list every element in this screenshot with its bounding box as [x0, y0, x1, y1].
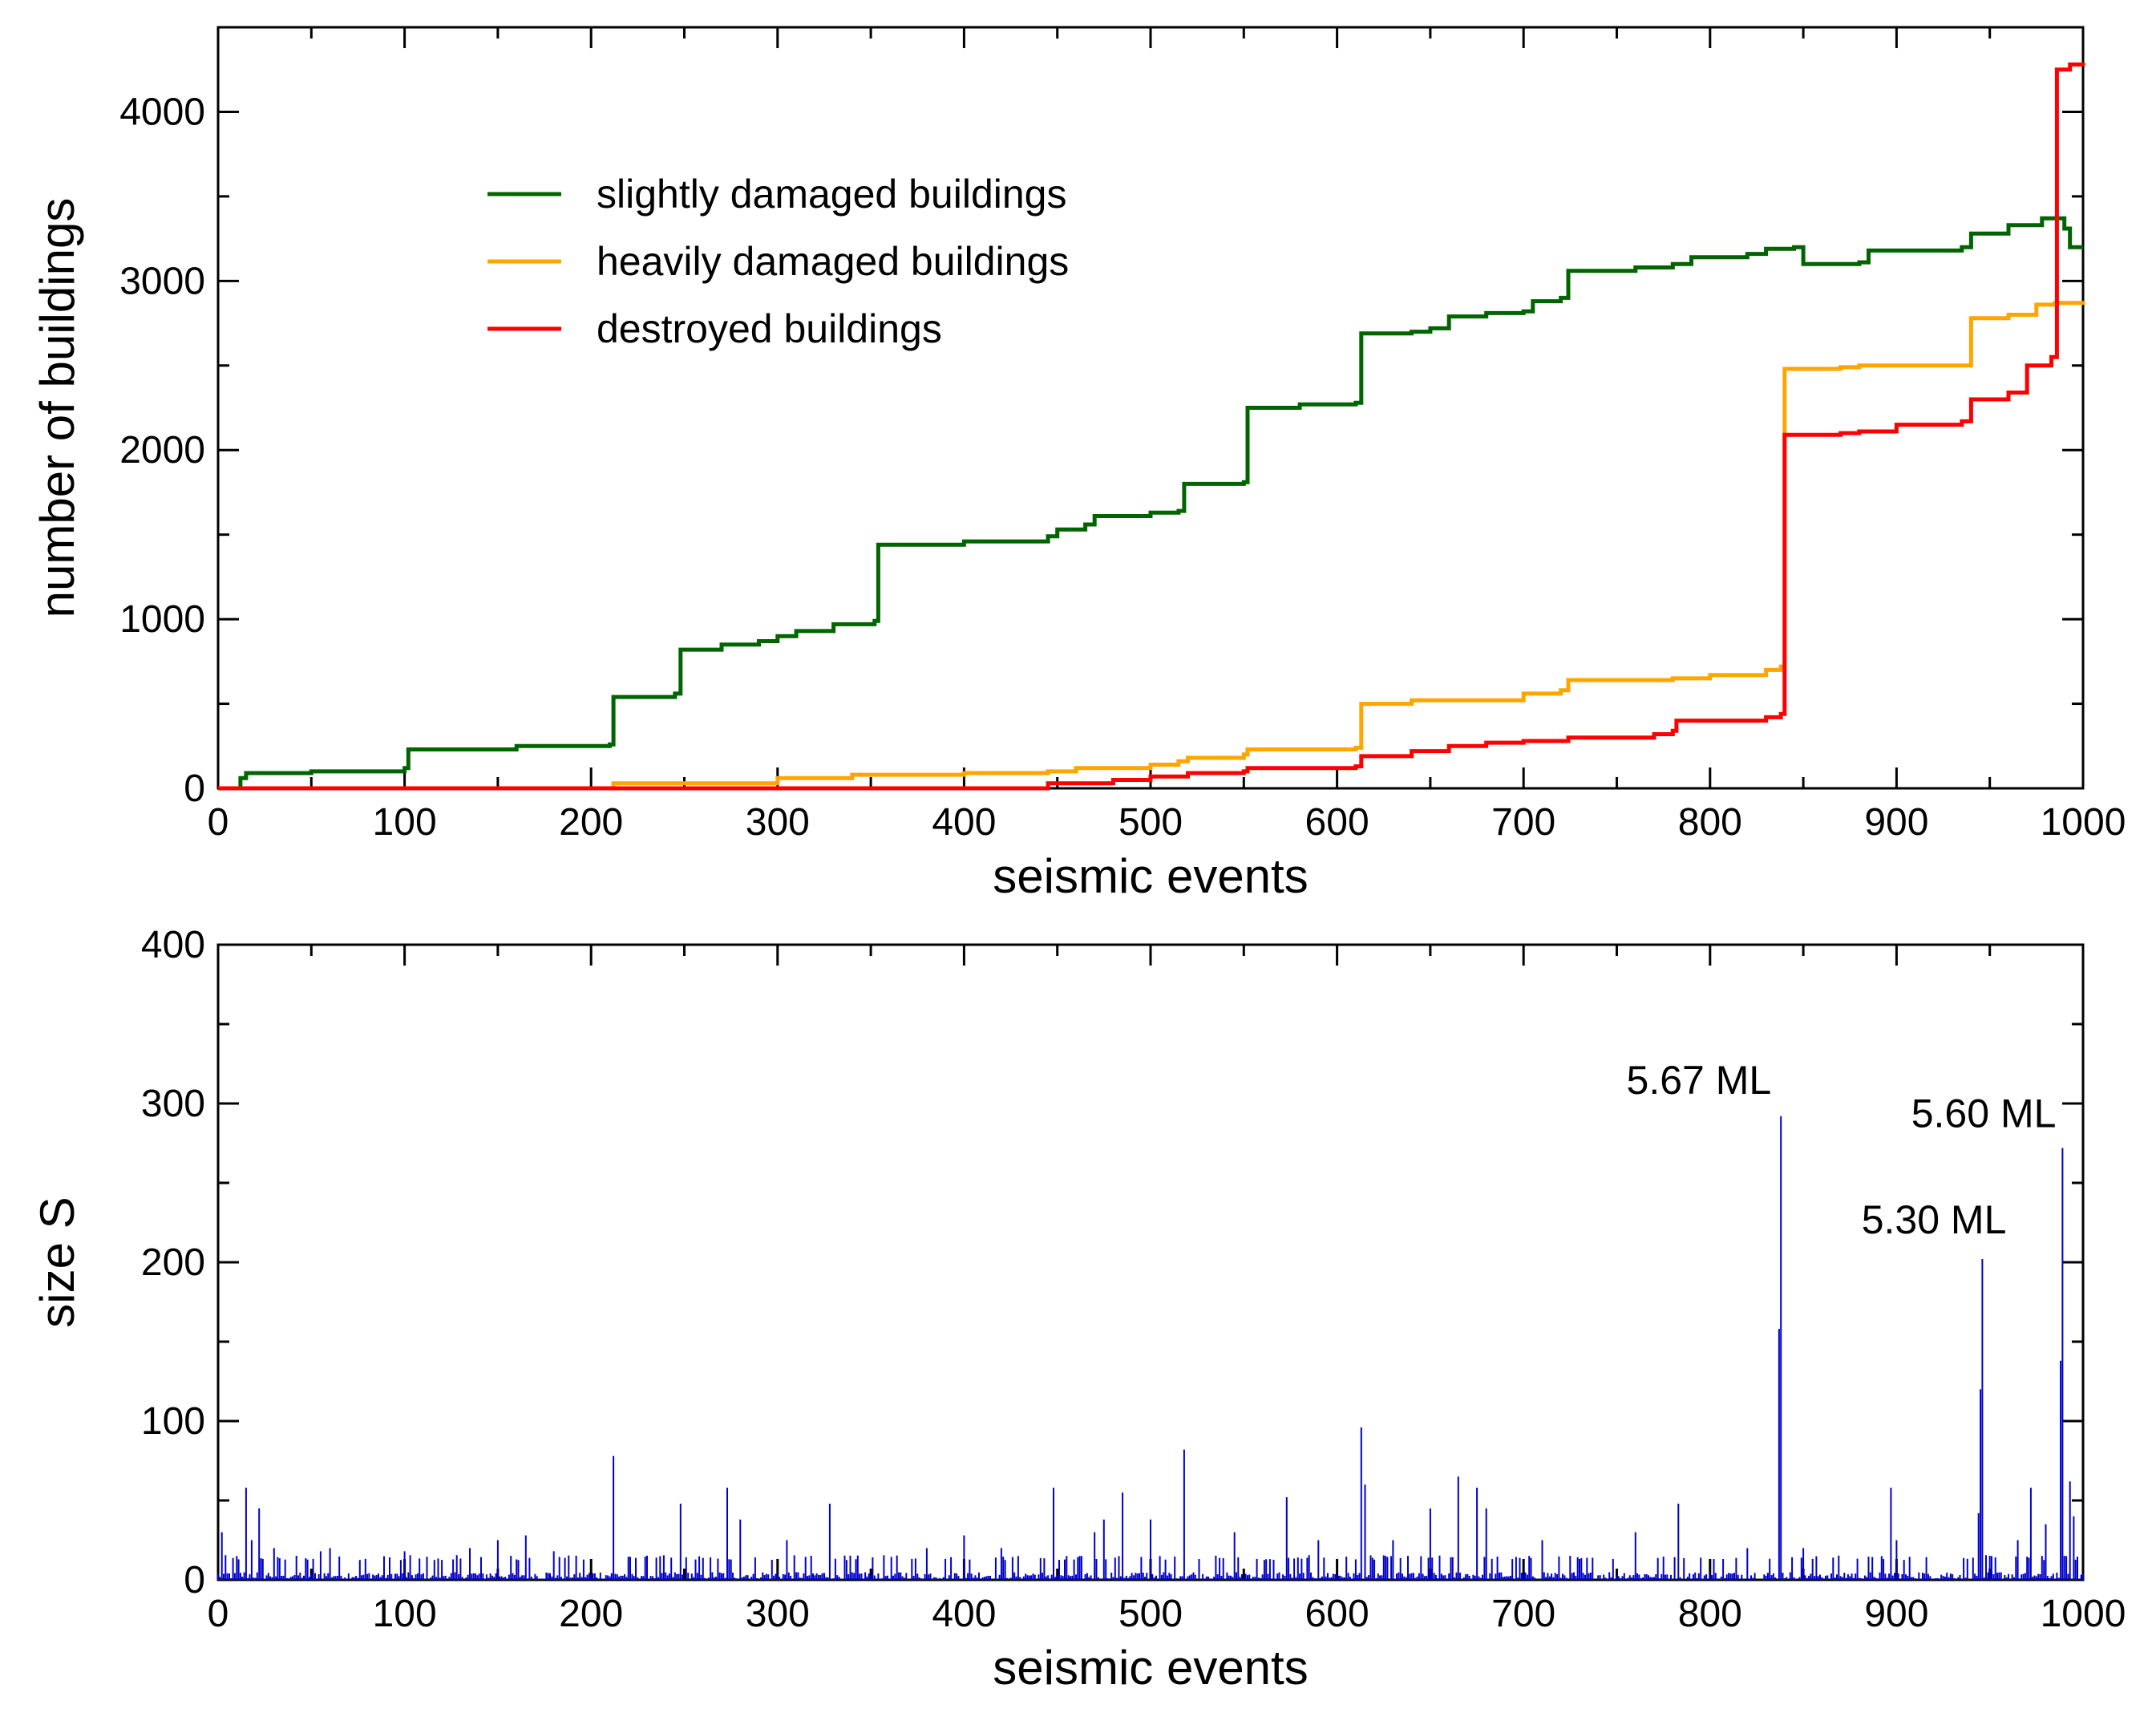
- x-tick-label: 900: [1864, 1593, 1928, 1635]
- series-line-1: [218, 301, 2085, 791]
- annotation-label-1: 5.30 ML: [1862, 1197, 2007, 1242]
- x-tick-label: 600: [1305, 1593, 1369, 1635]
- x-tick-label: 800: [1678, 1593, 1742, 1635]
- x-tick-label: 600: [1305, 801, 1369, 844]
- x-tick-label: 0: [208, 1593, 229, 1635]
- x-tick-label: 500: [1118, 1593, 1183, 1635]
- x-axis-title: seismic events: [993, 1641, 1308, 1695]
- x-tick-label: 100: [373, 801, 437, 844]
- legend-label-1: heavily damaged buildings: [597, 239, 1069, 284]
- plot-frame: [216, 26, 2085, 790]
- y-tick-label: 0: [184, 1559, 205, 1601]
- x-tick-label: 200: [559, 801, 623, 844]
- legend-label-2: destroyed buildings: [597, 306, 942, 351]
- x-tick-label: 300: [746, 1593, 810, 1635]
- bars-group: [217, 1116, 2084, 1580]
- legend-label-0: slightly damaged buildings: [597, 172, 1066, 217]
- bottom-chart-panel: 0 100 200 300 400 500 600 700 800 900 1000 0 100 200 3…: [30, 924, 2126, 1695]
- annotation-label-2: 5.60 ML: [1911, 1091, 2057, 1136]
- x-tick-label: 400: [932, 801, 996, 844]
- y-tick-label: 200: [141, 1241, 205, 1284]
- y-axis-title: size S: [30, 1197, 84, 1327]
- x-tick-label: 200: [559, 1593, 623, 1635]
- y-tick-label: 0: [184, 767, 205, 810]
- x-tick-label: 700: [1491, 1593, 1555, 1635]
- annotation-label-0: 5.67 ML: [1627, 1058, 1772, 1103]
- x-tick-label: 1000: [2041, 801, 2126, 844]
- x-tick-label: 0: [208, 801, 229, 844]
- y-tick-label: 2000: [119, 429, 205, 472]
- y-tick-label: 100: [141, 1400, 205, 1443]
- y-tick-label: 3000: [119, 260, 205, 302]
- x-tick-label: 300: [746, 801, 810, 844]
- top-chart-panel: 0 100 200 300 400 500 600 700 800 900 1000 0 1000 200…: [30, 26, 2126, 903]
- x-tick-label: 700: [1491, 801, 1555, 844]
- x-tick-label: 800: [1678, 801, 1742, 844]
- y-tick-label: 1000: [119, 598, 205, 641]
- x-tick-label: 900: [1864, 801, 1928, 844]
- plot-frame: [216, 943, 2085, 1581]
- y-tick-label: 400: [141, 924, 205, 966]
- x-tick-label: 1000: [2041, 1593, 2126, 1635]
- y-tick-label: 300: [141, 1083, 205, 1125]
- series-line-2: [218, 62, 2085, 791]
- series-line-0: [218, 216, 2083, 791]
- x-axis-title: seismic events: [993, 849, 1308, 903]
- y-tick-label: 4000: [119, 91, 205, 133]
- x-tick-label: 100: [373, 1593, 437, 1635]
- x-tick-label: 400: [932, 1593, 996, 1635]
- x-tick-label: 500: [1118, 801, 1183, 844]
- y-axis-title: number of buildings: [30, 198, 84, 618]
